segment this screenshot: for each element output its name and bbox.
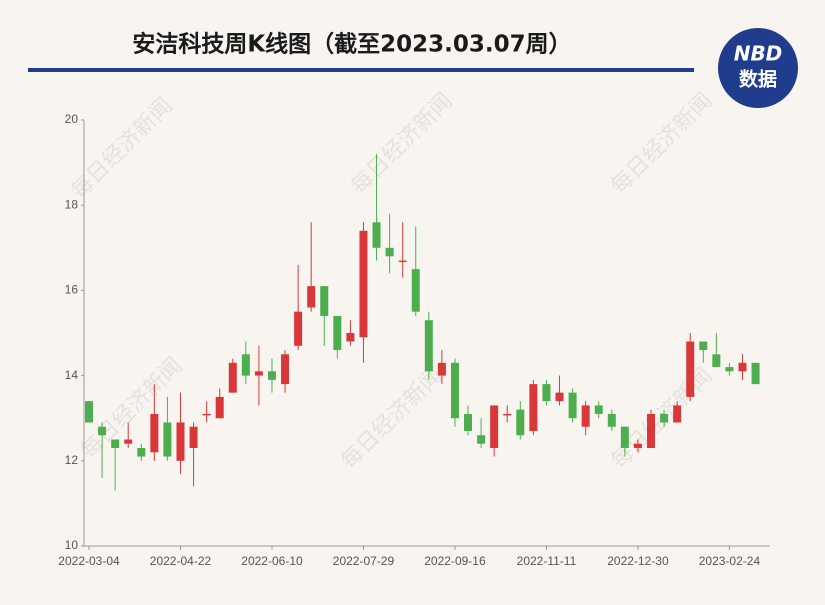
candle-body [673,405,682,423]
candle-body [124,439,133,444]
candle-body [503,413,512,416]
candle-body [294,311,303,346]
candle-body [163,422,172,457]
candle-body [660,413,669,423]
candle-body [607,413,616,427]
chart-title: 安洁科技周K线图（截至2023.03.07周） [132,31,571,58]
candle-body [568,392,577,419]
logo-bottom: 数据 [739,68,777,91]
candle-body [359,230,368,338]
candle-body [150,413,159,453]
candle-body [594,405,603,414]
x-tick-label: 2022-07-29 [333,554,395,568]
candle-body [241,354,250,376]
candle-body [516,409,525,436]
candle-body [176,422,185,461]
logo-top: NBD [734,42,783,66]
x-tick-label: 2023-02-24 [699,554,761,568]
candle-body [477,435,486,444]
x-tick-label: 2022-12-30 [607,554,669,568]
y-tick-label: 14 [65,368,79,382]
candle-body [437,362,446,376]
candle-body [398,260,407,263]
x-tick-label: 2022-06-10 [241,554,303,568]
candle-body [620,426,629,449]
candle-body [699,341,708,351]
x-tick-label: 2022-09-16 [424,554,486,568]
candle-body [202,413,211,416]
candle-body [751,362,760,385]
candle-body [320,286,329,316]
candle-body [281,354,290,385]
candle-body [111,439,120,449]
y-tick-label: 20 [65,112,79,126]
y-tick-label: 10 [65,538,79,552]
x-tick-label: 2022-04-22 [150,554,212,568]
y-tick-label: 16 [65,283,79,297]
candle-body [215,396,224,419]
x-tick-label: 2022-03-04 [58,554,120,568]
candle-body [137,448,146,457]
x-tick-label: 2022-11-11 [517,554,577,568]
candle-body [228,362,237,393]
candle-body [712,354,721,368]
candle-body [333,315,342,351]
candle-body [555,392,564,402]
logo [718,28,798,108]
candle-body [464,413,473,431]
y-tick-label: 12 [65,453,79,467]
y-tick-label: 18 [65,197,79,211]
candle-body [490,405,499,449]
candle-body [424,320,433,372]
candle-body [385,247,394,257]
candle-body [542,384,551,402]
candle-body [411,269,420,312]
candle-body [647,413,656,449]
candle-body [98,426,107,436]
candle-body [686,341,695,397]
candle-body [85,401,93,423]
candle-body [372,222,381,248]
candle-body [254,371,263,376]
candle-body [725,367,734,372]
title-rule [28,68,694,72]
candle-body [189,426,198,449]
candle-body [307,286,316,308]
candle-body [267,371,276,380]
candle-body [450,362,459,419]
candle-body [738,362,747,372]
candle-body [346,333,355,342]
candle-body [633,443,642,449]
candle-body [529,384,538,431]
candle-body [581,405,590,427]
